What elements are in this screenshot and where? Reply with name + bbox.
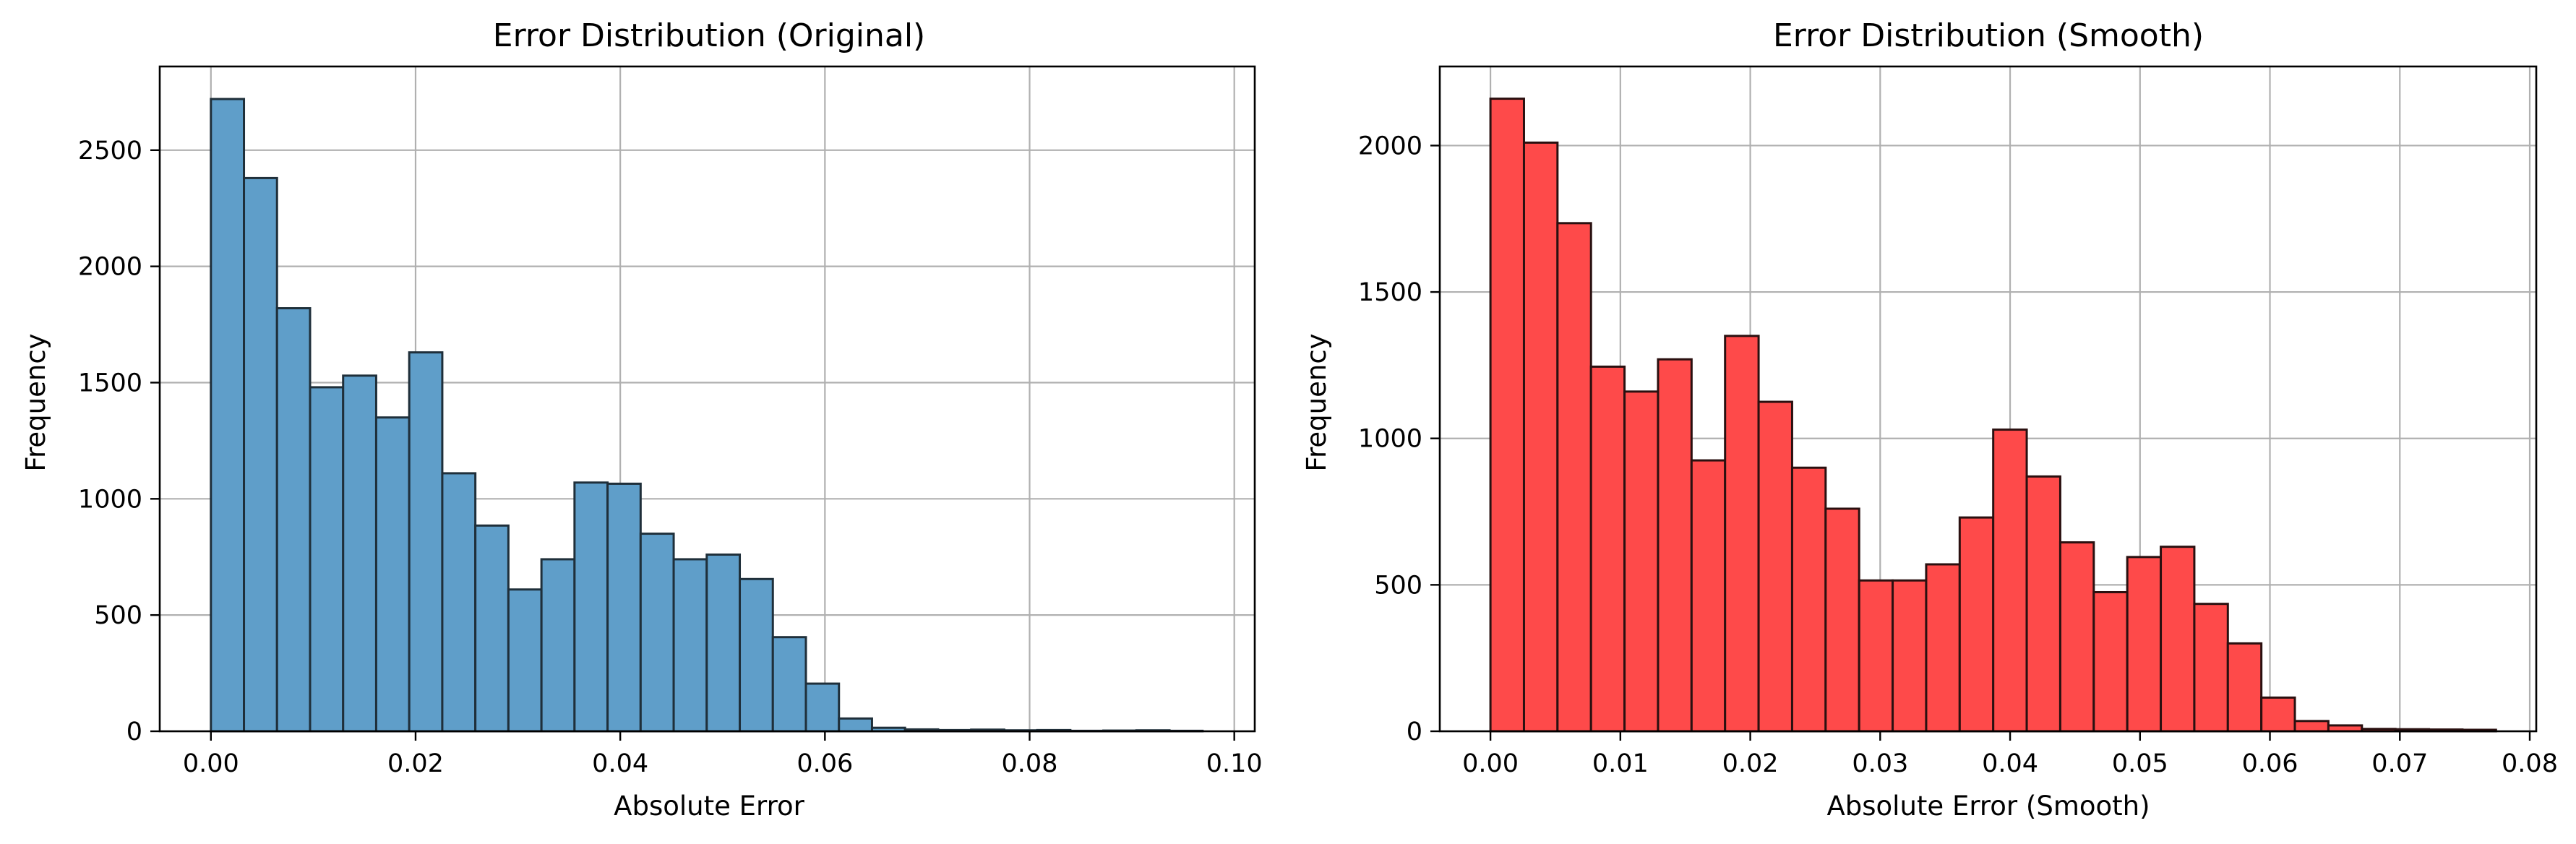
bar-smooth-5 [1657, 358, 1693, 733]
bar-original-15 [705, 554, 742, 733]
bar-smooth-10 [1824, 507, 1860, 733]
x-tick-label-smooth-3: 0.03 [1852, 749, 1908, 778]
x-tick-label-original-0: 0.00 [183, 749, 239, 778]
bar-smooth-11 [1858, 579, 1894, 733]
y-tick-label-smooth-1: 500 [1374, 571, 1422, 600]
chart-original: Error Distribution (Original) Absolute E… [20, 17, 1263, 822]
bar-smooth-0 [1489, 98, 1525, 733]
bar-original-1 [243, 176, 278, 733]
bar-smooth-22 [2226, 642, 2263, 733]
chart-smooth: Error Distribution (Smooth) Absolute Err… [1301, 17, 2558, 822]
bar-smooth-23 [2260, 696, 2296, 733]
bar-original-9 [507, 588, 543, 733]
x-tick-label-original-5: 0.10 [1206, 749, 1263, 778]
y-tick-label-smooth-2: 1000 [1358, 425, 1422, 454]
x-axis-label-smooth: Absolute Error (Smooth) [1826, 791, 2150, 822]
bar-original-11 [573, 481, 609, 733]
bar-smooth-24 [2293, 720, 2330, 733]
bar-smooth-21 [2193, 603, 2229, 733]
x-tick-label-smooth-7: 0.07 [2371, 749, 2428, 778]
bar-original-8 [474, 524, 510, 733]
bar-original-2 [275, 307, 312, 733]
bar-original-5 [374, 416, 411, 733]
bar-original-18 [804, 682, 841, 733]
y-tick-label-smooth-3: 1500 [1358, 278, 1422, 307]
bar-smooth-14 [1958, 516, 1995, 733]
y-tick-label-original-4: 2000 [78, 253, 142, 282]
y-tick-label-original-5: 2500 [78, 137, 142, 165]
bar-original-14 [672, 558, 708, 733]
bar-original-4 [342, 374, 377, 733]
y-tick-label-smooth-4: 2000 [1358, 132, 1422, 160]
bars-original [210, 98, 1204, 733]
bar-smooth-7 [1724, 335, 1760, 733]
bar-smooth-15 [1992, 429, 2028, 733]
bar-smooth-6 [1690, 459, 1727, 733]
bar-original-7 [441, 472, 477, 733]
bar-smooth-19 [2126, 556, 2163, 733]
bar-original-13 [639, 533, 675, 733]
x-tick-label-smooth-0: 0.00 [1462, 749, 1519, 778]
x-tick-label-original-1: 0.02 [387, 749, 444, 778]
bar-smooth-13 [1925, 563, 1961, 733]
x-tick-label-smooth-2: 0.02 [1722, 749, 1779, 778]
x-tick-label-original-2: 0.04 [592, 749, 648, 778]
bar-original-19 [838, 717, 873, 733]
x-tick-label-original-3: 0.06 [797, 749, 853, 778]
bar-original-17 [771, 636, 807, 733]
bar-original-0 [210, 98, 246, 733]
bar-smooth-12 [1892, 579, 1928, 733]
y-tick-label-original-0: 0 [126, 718, 142, 746]
bar-original-6 [408, 351, 444, 733]
y-tick-label-original-3: 1500 [78, 369, 142, 397]
x-tick-label-smooth-5: 0.05 [2112, 749, 2168, 778]
y-tick-label-original-2: 1000 [78, 485, 142, 514]
y-axis-label-original: Frequency [20, 333, 51, 471]
chart-title-smooth: Error Distribution (Smooth) [1773, 17, 2204, 54]
bar-original-3 [309, 386, 345, 733]
bar-smooth-4 [1623, 390, 1660, 733]
bar-smooth-3 [1589, 365, 1626, 733]
bar-smooth-2 [1556, 222, 1592, 733]
bar-smooth-1 [1522, 141, 1559, 733]
x-tick-label-smooth-8: 0.08 [2502, 749, 2558, 778]
x-tick-label-smooth-4: 0.04 [1982, 749, 2038, 778]
axes-frame-original [158, 65, 1256, 733]
bar-smooth-16 [2025, 475, 2061, 733]
bar-original-10 [540, 558, 576, 733]
bar-smooth-20 [2160, 546, 2196, 733]
y-tick-label-original-1: 500 [94, 601, 142, 630]
x-tick-label-original-4: 0.08 [1002, 749, 1058, 778]
bar-smooth-17 [2058, 541, 2095, 733]
bar-smooth-8 [1757, 400, 1793, 733]
bar-smooth-9 [1790, 466, 1827, 733]
x-axis-label-original: Absolute Error [614, 791, 804, 822]
chart-title-original: Error Distribution (Original) [493, 17, 925, 54]
bars-smooth [1489, 98, 2497, 733]
axes-frame-smooth [1438, 65, 2538, 733]
bar-smooth-18 [2092, 590, 2129, 733]
y-axis-label-smooth: Frequency [1301, 333, 1332, 471]
y-tick-label-smooth-0: 0 [1407, 718, 1422, 746]
x-tick-label-smooth-6: 0.06 [2242, 749, 2298, 778]
bar-original-12 [606, 482, 642, 733]
x-tick-label-smooth-1: 0.01 [1592, 749, 1649, 778]
bar-original-16 [739, 577, 774, 733]
